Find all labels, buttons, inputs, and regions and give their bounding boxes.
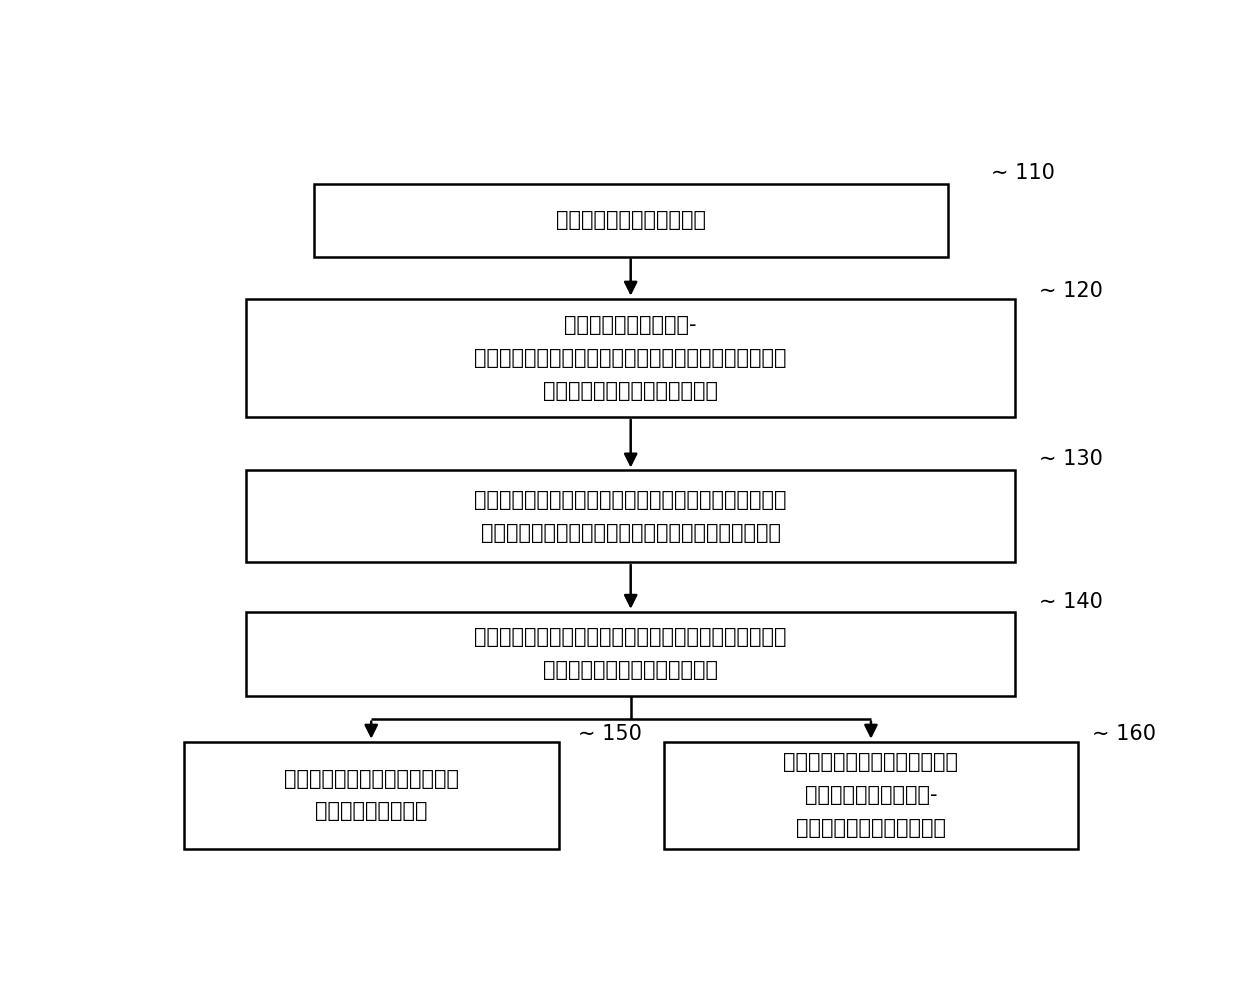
Text: 在训练后的神经网络中对获取的实时心率数据进行分析，
并得到对应的实时标注处理结果: 在训练后的神经网络中对获取的实时心率数据进行分析， 并得到对应的实时标注处理结果 [475,627,787,681]
Text: 获取被监控对象的心率数据: 获取被监控对象的心率数据 [556,210,706,230]
Bar [247,299,1016,417]
Text: ∼ 110: ∼ 110 [991,163,1055,183]
Bar [665,742,1078,848]
Text: ∼ 140: ∼ 140 [1039,592,1104,612]
Bar [247,612,1016,695]
Text: ∼ 150: ∼ 150 [578,724,642,744]
Text: ∼ 160: ∼ 160 [1092,724,1156,744]
Text: ∼ 130: ∼ 130 [1039,449,1104,469]
Bar [184,742,558,848]
Text: 根据已建立的心率数据-
标注处理结果的神经网络，对所述心率数据进行分析，得
到所述心率数据的标注处理结果: 根据已建立的心率数据- 标注处理结果的神经网络，对所述心率数据进行分析，得 到所… [475,314,787,401]
Text: 向所述实时心率数据对应的被监
控对象发送警示信息: 向所述实时心率数据对应的被监 控对象发送警示信息 [284,769,459,821]
Bar [247,470,1016,562]
Text: 将预设时长的所述心率数据以及所述心率数据对应的标注
处理结果存储至所述神经网络，得到训练后的神经网络: 将预设时长的所述心率数据以及所述心率数据对应的标注 处理结果存储至所述神经网络，… [475,490,787,543]
Text: 在所述训练后的神经网络保存回
溯预定步数的心率数据-
标注处理结果进行迭代训练: 在所述训练后的神经网络保存回 溯预定步数的心率数据- 标注处理结果进行迭代训练 [784,752,959,838]
Bar [314,184,947,257]
Text: ∼ 120: ∼ 120 [1039,281,1104,301]
